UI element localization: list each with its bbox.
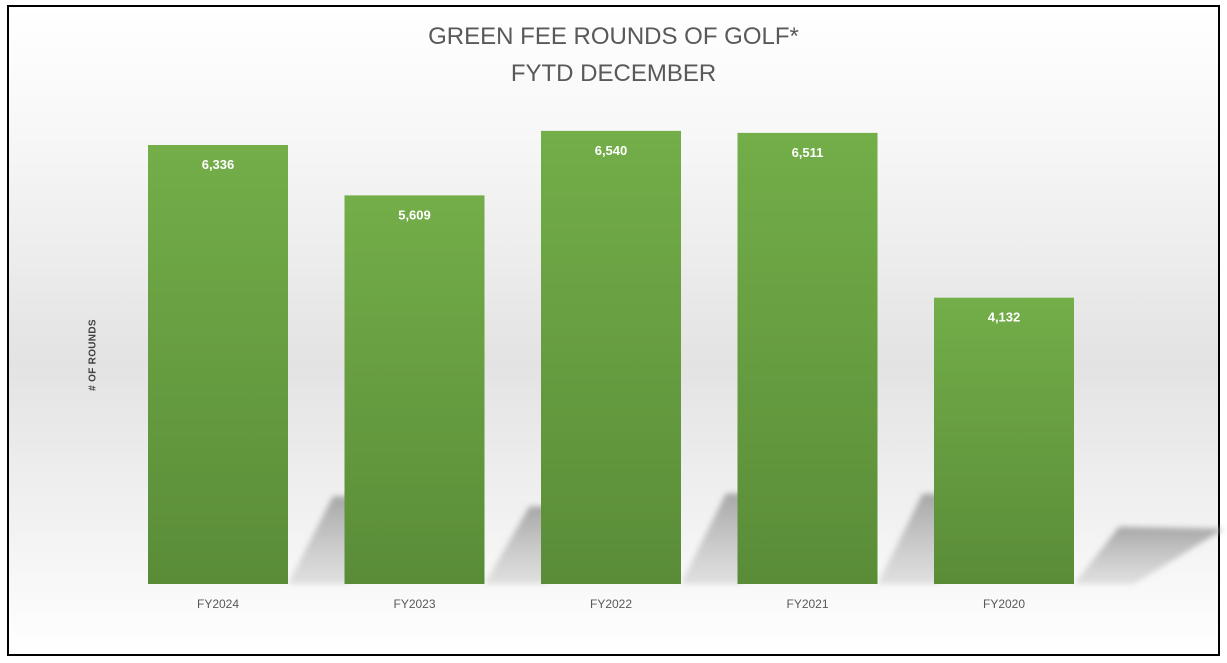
bar-fy2021 <box>737 132 878 584</box>
bar-fy2023 <box>344 195 485 584</box>
bar-fy2020 <box>934 297 1074 584</box>
bars-group <box>148 130 1074 584</box>
bar-shadow-fy2020 <box>1074 526 1224 584</box>
data-label-fy2024: 6,336 <box>202 157 235 172</box>
bar-fy2024 <box>148 145 288 584</box>
x-tick-label-fy2021: FY2021 <box>786 597 828 611</box>
x-tick-labels-group: FY2024 FY2023 FY2022 FY2021 FY2020 <box>197 597 1025 611</box>
bar-fy2022 <box>541 130 681 584</box>
x-tick-label-fy2020: FY2020 <box>983 597 1025 611</box>
data-label-fy2020: 4,132 <box>988 310 1021 325</box>
chart-subtitle: FYTD DECEMBER <box>510 60 717 87</box>
data-label-fy2023: 5,609 <box>398 207 431 222</box>
x-tick-label-fy2022: FY2022 <box>590 597 632 611</box>
x-tick-label-fy2023: FY2023 <box>393 597 435 611</box>
data-label-fy2021: 6,511 <box>792 145 824 160</box>
x-tick-label-fy2024: FY2024 <box>197 597 239 611</box>
value-labels-group: 6,336 5,609 6,540 6,511 4,132 <box>202 143 1021 325</box>
data-label-fy2022: 6,540 <box>595 143 628 158</box>
chart-title: GREEN FEE ROUNDS OF GOLF* <box>428 23 799 50</box>
